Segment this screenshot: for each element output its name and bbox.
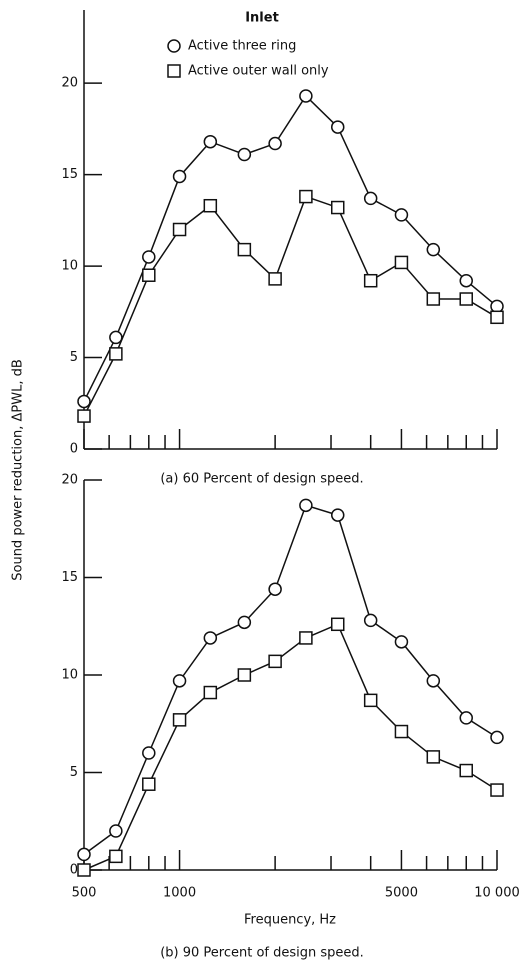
marker: [330, 617, 345, 632]
legend-label: Active outer wall only: [188, 64, 329, 79]
marker: [363, 273, 378, 288]
marker: [426, 292, 441, 306]
marker: [172, 674, 187, 688]
marker: [459, 292, 473, 306]
marker: [142, 777, 156, 791]
y-tick-label: 10: [61, 668, 78, 683]
series-line: [83, 504, 498, 856]
marker: [330, 120, 345, 134]
marker: [459, 273, 473, 288]
marker: [172, 222, 187, 237]
marker: [268, 272, 282, 286]
marker: [172, 169, 187, 184]
x-axis-label: Frequency, Hz: [244, 913, 336, 928]
marker: [394, 724, 409, 739]
x-tick-label: 5000: [385, 886, 418, 901]
chart-title: (a) 60 Percent of design speed.: [160, 472, 363, 487]
marker: [363, 191, 378, 206]
y-tick-label: 5: [70, 350, 78, 365]
y-tick-label: 20: [61, 76, 78, 91]
y-tick-label: 20: [61, 473, 78, 488]
marker: [394, 208, 409, 222]
marker: [142, 268, 156, 282]
marker: [363, 693, 378, 708]
chart-title: (b) 90 Percent of design speed.: [160, 946, 364, 961]
y-tick-label: 15: [61, 167, 78, 182]
marker: [142, 746, 156, 760]
legend-marker: [167, 64, 181, 78]
marker: [77, 847, 91, 862]
marker: [237, 147, 252, 162]
marker: [77, 409, 91, 423]
marker: [203, 685, 218, 700]
legend-marker: [167, 39, 181, 53]
marker: [394, 255, 409, 270]
marker: [109, 849, 123, 864]
marker: [77, 863, 91, 877]
x-tick-label: 1000: [163, 886, 196, 901]
marker: [172, 713, 187, 727]
marker: [299, 89, 313, 103]
marker: [299, 498, 313, 513]
series-line: [83, 195, 498, 417]
marker: [426, 674, 441, 688]
marker: [237, 615, 252, 630]
marker: [490, 310, 504, 325]
marker: [394, 635, 409, 649]
marker: [268, 136, 282, 151]
marker: [330, 200, 345, 215]
marker: [109, 824, 123, 838]
marker: [330, 508, 345, 522]
legend-title: Inlet: [245, 11, 279, 26]
y-tick-label: 15: [61, 570, 78, 585]
y-tick-label: 10: [61, 259, 78, 274]
marker: [203, 631, 218, 645]
marker: [77, 394, 91, 409]
marker: [459, 763, 473, 778]
marker: [268, 654, 282, 669]
x-tick-label: 10 000: [474, 886, 520, 901]
marker: [299, 631, 313, 645]
marker: [459, 711, 473, 725]
series-line: [83, 94, 498, 402]
marker: [203, 134, 218, 149]
y-tick-label: 0: [70, 863, 78, 878]
marker: [426, 242, 441, 257]
x-tick-label: 500: [72, 886, 97, 901]
marker: [490, 783, 504, 797]
marker: [237, 668, 252, 682]
marker: [490, 730, 504, 745]
y-tick-label: 0: [70, 442, 78, 457]
legend-label: Active three ring: [188, 39, 296, 54]
marker: [426, 750, 441, 764]
marker: [299, 189, 313, 204]
marker: [142, 250, 156, 264]
y-tick-label: 5: [70, 765, 78, 780]
y-axis-label: Sound power reduction, ΔPWL, dB: [11, 359, 26, 581]
marker: [109, 347, 123, 361]
marker: [490, 299, 504, 314]
marker: [268, 582, 282, 596]
marker: [109, 330, 123, 345]
marker: [237, 242, 252, 257]
marker: [203, 198, 218, 213]
marker: [363, 613, 378, 628]
